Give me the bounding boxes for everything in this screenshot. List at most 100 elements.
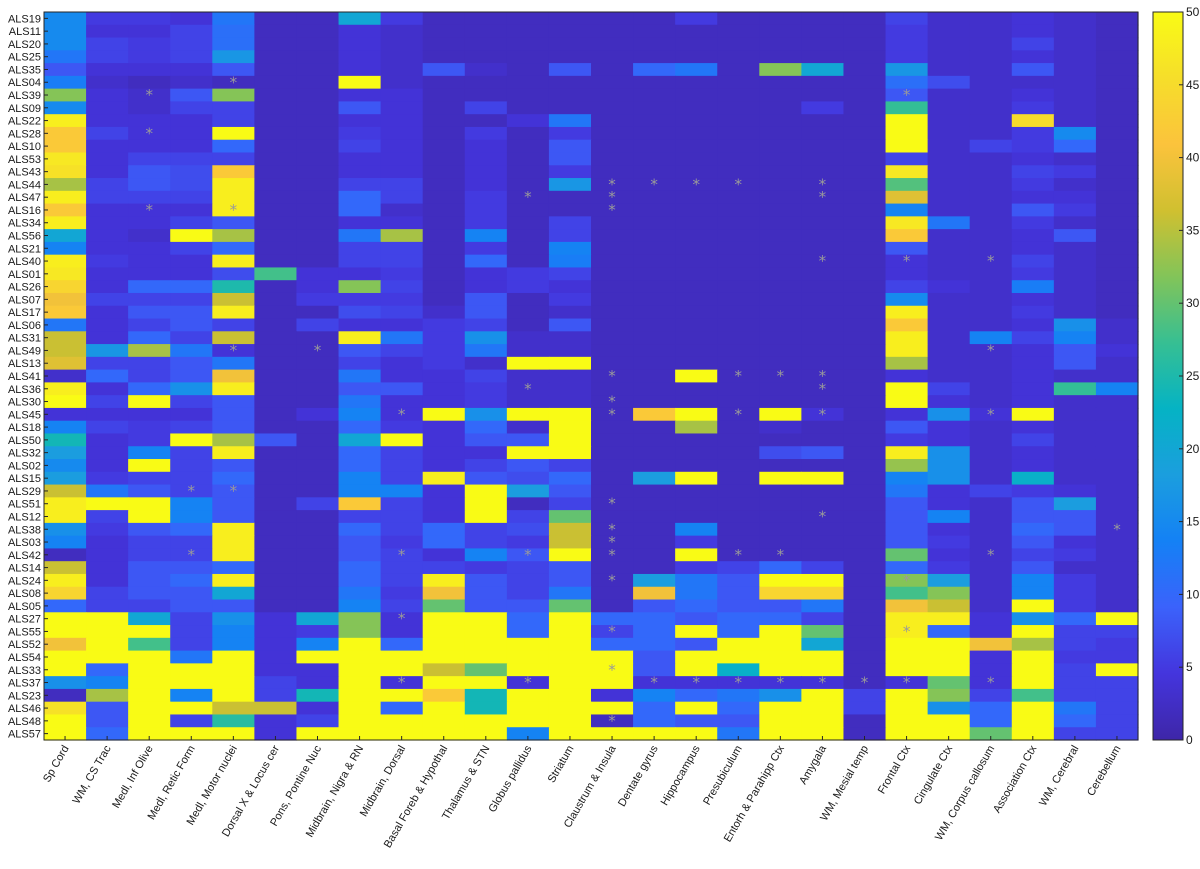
heatmap-cell <box>548 727 592 741</box>
heatmap-cell <box>86 382 129 396</box>
heatmap-cell <box>380 663 424 677</box>
heatmap-cell <box>548 459 592 473</box>
heatmap-cell <box>675 637 718 652</box>
heatmap-cell <box>843 292 887 307</box>
heatmap-cell <box>338 241 382 256</box>
heatmap-cell <box>548 331 592 345</box>
heatmap-cell <box>380 395 424 409</box>
heatmap-cell <box>1011 369 1055 383</box>
row-label: ALS19 <box>8 13 41 25</box>
heatmap-cell <box>633 126 676 141</box>
heatmap-cell <box>591 701 634 716</box>
heatmap-cell <box>1011 727 1055 741</box>
heatmap-cell <box>548 216 592 230</box>
heatmap-cell <box>969 586 1013 601</box>
heatmap-cell <box>1011 637 1055 652</box>
heatmap-cell <box>422 267 466 281</box>
heatmap-cell <box>254 586 298 601</box>
heatmap-cell <box>548 484 592 498</box>
heatmap-cell <box>1095 522 1139 537</box>
heatmap-cell <box>128 241 171 256</box>
heatmap-cell <box>759 676 802 690</box>
row-label: ALS47 <box>8 192 41 204</box>
heatmap-cell <box>212 561 255 575</box>
heatmap-cell <box>506 165 550 179</box>
heatmap-cell <box>338 459 382 473</box>
heatmap-cell <box>128 510 171 524</box>
heatmap-cell <box>170 625 213 639</box>
significance-asterisk: * <box>524 380 532 398</box>
heatmap-cell <box>717 382 760 396</box>
heatmap-cell <box>422 510 466 524</box>
heatmap-cell <box>380 561 424 575</box>
heatmap-cell <box>843 37 887 51</box>
heatmap-cell <box>254 152 298 166</box>
heatmap-cell <box>1011 292 1055 307</box>
heatmap-cell <box>801 433 845 447</box>
significance-asterisk: * <box>608 571 616 589</box>
row-label: ALS38 <box>8 524 41 536</box>
heatmap-cell <box>296 190 340 205</box>
heatmap-cell <box>759 50 802 64</box>
heatmap-cell <box>1011 471 1055 486</box>
heatmap-cell <box>338 280 382 294</box>
significance-asterisk: * <box>608 520 616 538</box>
heatmap-cell <box>86 101 129 115</box>
heatmap-cell <box>254 305 298 320</box>
heatmap-cell <box>548 407 592 422</box>
heatmap-cell <box>86 561 129 575</box>
heatmap-cell <box>591 318 634 332</box>
heatmap-cell <box>128 63 171 77</box>
heatmap-cell <box>506 50 550 64</box>
heatmap-cell <box>1053 625 1097 639</box>
heatmap-cell <box>927 395 971 409</box>
column-label: Cerebellum <box>1085 744 1124 799</box>
heatmap-cell <box>296 318 340 332</box>
heatmap-cell <box>633 561 676 575</box>
heatmap-cell <box>885 318 929 332</box>
heatmap-cell <box>1095 280 1139 294</box>
heatmap-cell <box>1053 637 1097 652</box>
row-label: ALS03 <box>8 537 41 549</box>
heatmap-cell <box>927 331 971 345</box>
heatmap-cell <box>591 254 634 269</box>
heatmap-cell <box>1011 548 1055 562</box>
heatmap-cell <box>128 318 171 332</box>
heatmap-cell <box>506 178 550 192</box>
heatmap-cell <box>422 63 466 77</box>
heatmap-cell <box>675 292 718 307</box>
heatmap-cell <box>86 407 129 422</box>
heatmap-cell <box>675 63 718 77</box>
heatmap-cell <box>44 254 87 269</box>
heatmap-cell <box>843 382 887 396</box>
heatmap-cell <box>548 88 592 102</box>
heatmap-cell <box>801 280 845 294</box>
significance-asterisk: * <box>903 86 911 104</box>
heatmap-cell <box>717 12 760 26</box>
heatmap-cell <box>885 37 929 51</box>
heatmap-cell <box>128 50 171 64</box>
heatmap-cell <box>212 637 255 652</box>
heatmap-cell <box>1011 586 1055 601</box>
heatmap-cell <box>296 344 340 358</box>
heatmap-cell <box>380 471 424 486</box>
heatmap-cell <box>759 471 802 486</box>
heatmap-cell <box>885 190 929 205</box>
heatmap-cell <box>464 267 508 281</box>
heatmap-cell <box>969 484 1013 498</box>
column-label: Medl, Inf Olive <box>110 744 156 811</box>
heatmap-cell <box>422 484 466 498</box>
heatmap-cell <box>759 254 802 269</box>
heatmap-cell <box>212 12 255 26</box>
significance-asterisk: * <box>230 73 238 91</box>
heatmap-cell <box>506 663 550 677</box>
heatmap-cell <box>44 318 87 332</box>
heatmap-cell <box>296 12 340 26</box>
column-label: Midbrain, Dorsal <box>358 744 408 819</box>
heatmap-cell <box>717 318 760 332</box>
heatmap-cell <box>86 459 129 473</box>
heatmap-cell <box>1095 676 1139 690</box>
heatmap-cell <box>675 203 718 217</box>
heatmap-cell <box>44 101 87 115</box>
heatmap-cell <box>1095 561 1139 575</box>
